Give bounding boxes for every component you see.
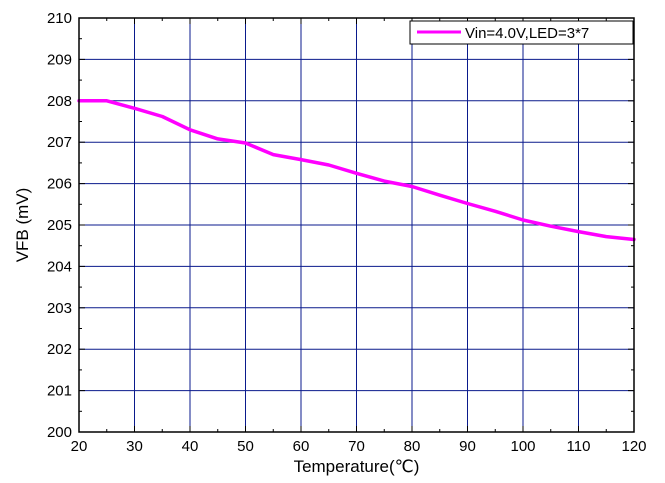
- x-tick-label: 90: [459, 438, 476, 455]
- y-tick-label: 201: [47, 383, 72, 400]
- legend-entry-label: Vin=4.0V,LED=3*7: [465, 25, 589, 42]
- x-axis-title: Temperature(℃): [294, 457, 420, 476]
- x-tick-label: 120: [621, 438, 646, 455]
- tick-labels: 20 30 40 50 60 70 80 90 100 110 120 200 201 202 203 204…: [47, 10, 647, 455]
- y-tick-label: 204: [47, 258, 72, 275]
- y-tick-label: 209: [47, 51, 72, 68]
- plot-area-frame: [78, 17, 635, 433]
- y-tick-label: 203: [47, 300, 72, 317]
- y-tick-label: 206: [47, 176, 72, 193]
- x-tick-label: 80: [404, 438, 421, 455]
- x-tick-label: 20: [71, 438, 88, 455]
- y-tick-label: 207: [47, 134, 72, 151]
- x-tick-label: 70: [348, 438, 365, 455]
- x-tick-label: 60: [293, 438, 310, 455]
- legend: Vin=4.0V,LED=3*7: [409, 20, 634, 45]
- y-tick-label: 202: [47, 341, 72, 358]
- y-tick-label: 210: [47, 10, 72, 27]
- y-tick-label: 205: [47, 217, 72, 234]
- legend-box: [409, 20, 634, 45]
- x-tick-label: 50: [237, 438, 254, 455]
- y-axis-title: VFB (mV): [13, 188, 32, 263]
- x-tick-label: 40: [182, 438, 199, 455]
- y-tick-label: 200: [47, 424, 72, 441]
- y-tick-label: 208: [47, 93, 72, 110]
- series-line: [77, 99, 636, 242]
- x-tick-label: 30: [126, 438, 143, 455]
- series-lines: [77, 99, 636, 242]
- x-tick-label: 100: [510, 438, 535, 455]
- x-tick-label: 110: [567, 438, 591, 455]
